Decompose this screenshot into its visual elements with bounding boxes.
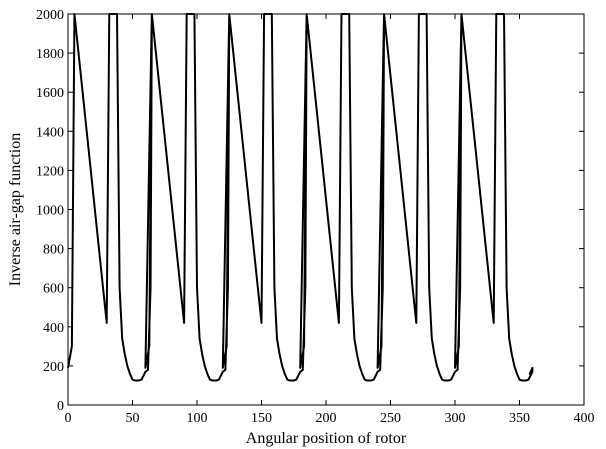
y-ticks: 0 200 400 600 800 1000 1200 1400 1600 1800 2000 <box>36 8 584 414</box>
series-line <box>67 13 534 382</box>
y-tick-label: 1200 <box>36 164 64 179</box>
x-tick-label: 50 <box>126 411 140 426</box>
y-tick-label: 200 <box>43 360 64 375</box>
x-tick-label: 100 <box>187 411 208 426</box>
y-tick-label: 0 <box>57 399 64 414</box>
x-tick-label: 300 <box>445 411 466 426</box>
x-tick-label: 150 <box>251 411 272 426</box>
y-tick-label: 2000 <box>36 8 64 23</box>
y-tick-label: 800 <box>43 243 64 258</box>
x-tick-label: 200 <box>316 411 337 426</box>
x-axis-label: Angular position of rotor <box>246 430 407 447</box>
y-tick-label: 1600 <box>36 86 64 101</box>
y-tick-label: 1800 <box>36 47 64 62</box>
x-tick-label: 350 <box>509 411 530 426</box>
x-tick-label: 400 <box>574 411 595 426</box>
x-tick-label: 0 <box>65 411 72 426</box>
y-axis-label: Inverse air-gap function <box>7 133 24 286</box>
x-ticks: 0 50 100 150 200 250 300 350 400 <box>65 14 595 426</box>
y-tick-label: 600 <box>43 282 64 297</box>
series-group <box>67 13 534 382</box>
y-tick-label: 400 <box>43 321 64 336</box>
y-tick-label: 1000 <box>36 204 64 219</box>
y-tick-label: 1400 <box>36 125 64 140</box>
x-tick-label: 250 <box>380 411 401 426</box>
